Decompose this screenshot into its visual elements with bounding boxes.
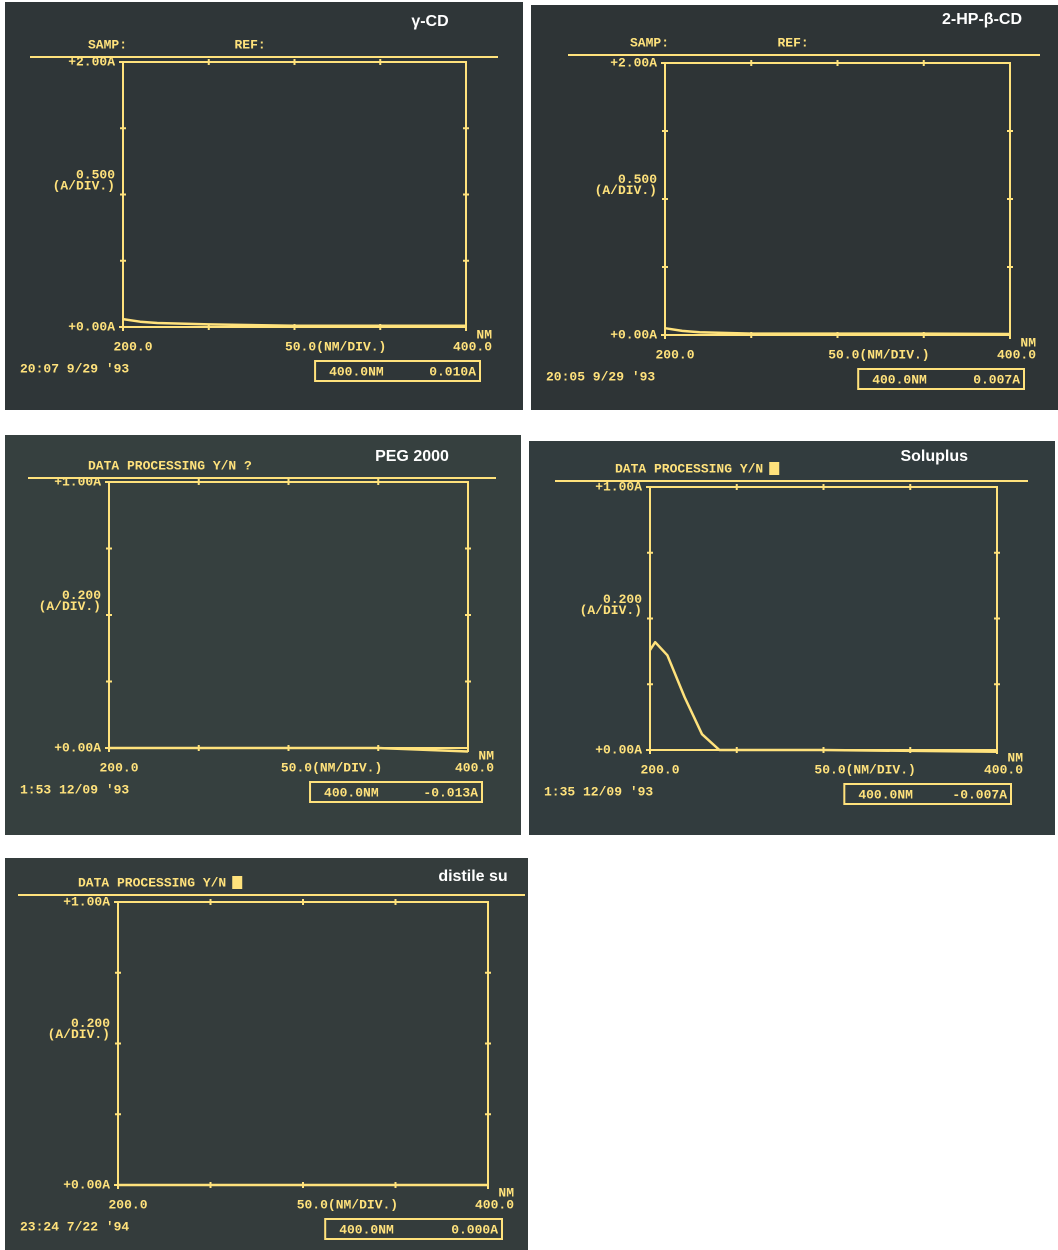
screen-background xyxy=(5,435,521,835)
x-scale-label: 50.0(NM/DIV.) xyxy=(828,347,929,362)
x-unit: NM xyxy=(476,327,492,342)
x-tick-label: 200.0 xyxy=(99,760,138,775)
screen-panel: distile su DATA PROCESSING Y/N +0.00A +1.00… xyxy=(5,858,528,1250)
panel-title: PEG 2000 xyxy=(375,448,449,465)
y-scale-label: (A/DIV.) xyxy=(580,603,642,618)
photo-montage: γ-CD SAMP: REF: +0.00A +2.00A 200.0 400.0NM 50.… xyxy=(0,0,1058,1250)
cursor xyxy=(769,462,779,475)
header-text: REF: xyxy=(778,35,809,50)
screen-background xyxy=(529,441,1055,835)
y-tick-label: +0.00A xyxy=(68,319,115,334)
x-tick-label: 200.0 xyxy=(113,339,152,354)
readout-absorbance: 0.010A xyxy=(429,364,476,379)
x-tick-label: 200.0 xyxy=(640,762,679,777)
cursor xyxy=(232,876,242,889)
header-text: REF: xyxy=(235,37,266,52)
panel-title: 2-HP-β-CD xyxy=(942,11,1022,28)
x-scale-label: 50.0(NM/DIV.) xyxy=(281,760,382,775)
header-text: SAMP: xyxy=(88,37,127,52)
x-unit: NM xyxy=(498,1185,514,1200)
header-text: DATA PROCESSING Y/N ? xyxy=(88,458,252,473)
readout-absorbance: 0.000A xyxy=(451,1222,498,1237)
timestamp: 20:07 9/29 '93 xyxy=(20,361,129,376)
x-scale-label: 50.0(NM/DIV.) xyxy=(814,762,915,777)
screen-panel: PEG 2000 DATA PROCESSING Y/N ? +0.00A +1.00… xyxy=(5,435,521,835)
panel-title: Soluplus xyxy=(900,448,968,465)
screen-panel: 2-HP-β-CD SAMP: REF: +0.00A +2.00A 200.0 400.0… xyxy=(531,5,1058,410)
readout-wavelength: 400.0NM xyxy=(329,364,384,379)
header-text: SAMP: xyxy=(630,35,669,50)
readout-wavelength: 400.0NM xyxy=(872,372,927,387)
panel-title: distile su xyxy=(438,868,507,885)
timestamp: 20:05 9/29 '93 xyxy=(546,369,655,384)
x-unit: NM xyxy=(478,748,494,763)
timestamp: 23:24 7/22 '94 xyxy=(20,1219,129,1234)
y-tick-label: +1.00A xyxy=(54,474,101,489)
y-tick-label: +1.00A xyxy=(63,894,110,909)
panel-title: γ-CD xyxy=(411,13,448,30)
readout-wavelength: 400.0NM xyxy=(339,1222,394,1237)
readout-wavelength: 400.0NM xyxy=(858,787,913,802)
timestamp: 1:35 12/09 '93 xyxy=(544,784,653,799)
y-tick-label: +0.00A xyxy=(610,327,657,342)
y-scale-label: (A/DIV.) xyxy=(595,183,657,198)
y-tick-label: +2.00A xyxy=(68,54,115,69)
y-tick-label: +0.00A xyxy=(595,742,642,757)
readout-absorbance: -0.007A xyxy=(952,787,1007,802)
header-text: DATA PROCESSING Y/N xyxy=(78,875,226,890)
screen-panel: Soluplus DATA PROCESSING Y/N +0.00A +1.00A 2… xyxy=(529,441,1055,835)
x-unit: NM xyxy=(1007,750,1023,765)
header-text: DATA PROCESSING Y/N xyxy=(615,461,763,476)
y-scale-label: (A/DIV.) xyxy=(39,599,101,614)
timestamp: 1:53 12/09 '93 xyxy=(20,782,129,797)
readout-absorbance: -0.013A xyxy=(423,785,478,800)
screen-panel: γ-CD SAMP: REF: +0.00A +2.00A 200.0 400.0NM 50.… xyxy=(5,2,523,410)
x-scale-label: 50.0(NM/DIV.) xyxy=(285,339,386,354)
x-scale-label: 50.0(NM/DIV.) xyxy=(297,1197,398,1212)
readout-absorbance: 0.007A xyxy=(973,372,1020,387)
y-tick-label: +2.00A xyxy=(610,55,657,70)
y-scale-label: (A/DIV.) xyxy=(48,1027,110,1042)
y-scale-label: (A/DIV.) xyxy=(53,179,115,194)
y-tick-label: +0.00A xyxy=(54,740,101,755)
x-unit: NM xyxy=(1020,335,1036,350)
x-tick-label: 200.0 xyxy=(655,347,694,362)
x-tick-label: 200.0 xyxy=(108,1197,147,1212)
y-tick-label: +1.00A xyxy=(595,479,642,494)
readout-wavelength: 400.0NM xyxy=(324,785,379,800)
y-tick-label: +0.00A xyxy=(63,1177,110,1192)
